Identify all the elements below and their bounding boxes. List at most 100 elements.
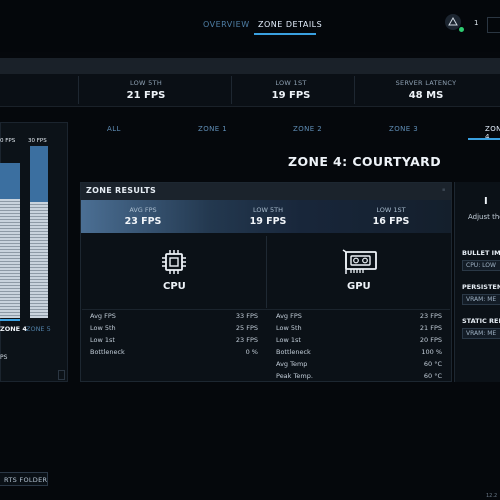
metric-label: Bottleneck [90,348,125,356]
warning-triangle-icon [448,16,458,26]
cpu-metric-row: Low 5th 25 FPS [90,324,258,335]
metric-label: Low 1st [90,336,115,344]
open-reports-folder-button[interactable] [0,472,48,486]
zone-results-title: ZONE RESULTS [86,186,157,195]
metric-label: Low 1st [276,336,301,344]
gpu-label: GPU [347,281,371,292]
online-status-dot [459,27,464,32]
fps-legend: PS [0,354,8,361]
zone-4-bar-cap [0,163,20,199]
stat-value: 21 FPS [126,90,166,101]
hardware-divider [266,236,267,308]
metric-value: 20 FPS [419,336,442,344]
stat-value: 19 FPS [271,90,311,101]
stat-value: 48 MS [408,90,444,101]
metric-label: Avg FPS [90,312,116,320]
zone-tab-3[interactable]: ZONE 3 [389,125,419,133]
gpu-metric-row: Peak Temp. 60 °C [276,372,442,383]
column-header: 0 FPS [0,138,16,144]
zone-5-label[interactable]: ZONE 5 [26,325,51,333]
metrics-divider [82,309,450,310]
settings-heading: I [484,196,488,207]
gpu-metric-row: Bottleneck 100 % [276,348,442,359]
settings-subtext: Adjust the [468,213,500,221]
setting-label: STATIC REF [462,317,500,325]
metric-value: 21 FPS [419,324,442,332]
menu-button[interactable] [487,17,500,33]
zone-tab-all[interactable]: ALL [107,125,121,133]
gpu-metric-row: Avg FPS 23 FPS [276,312,442,323]
top-nav [0,0,500,52]
zone-tab-2[interactable]: ZONE 2 [293,125,323,133]
metric-label: Low 5th [276,324,302,332]
stat-low-1st: LOW 1ST 19 FPS [231,79,351,101]
stat-divider [231,76,232,104]
active-tab-indicator [254,33,316,35]
gpu-card-icon [342,249,377,274]
metric-label: Bottleneck [276,348,311,356]
zone-title: ZONE 4: COURTYARD [288,154,441,169]
cpu-metric-row: Avg FPS 33 FPS [90,312,258,323]
tab-zone-details[interactable]: ZONE DETAILS [258,20,323,29]
metric-label: Avg FPS [276,312,302,320]
avg-fps: AVG FPS 23 FPS [83,206,203,227]
setting-label: PERSISTEN [462,283,500,291]
cpu-metric-row: Low 1st 23 FPS [90,336,258,347]
notification-count: 1 [474,19,479,27]
column-header: 30 FPS [28,138,47,144]
stat-server-latency: SERVER LATENCY 48 MS [366,79,486,101]
settings-impact-panel [454,182,500,382]
profile-icon[interactable] [445,14,461,30]
zone-tab-indicator [468,138,500,140]
metric-value: 33 FPS [235,312,258,320]
metric-label: Peak Temp. [276,372,313,380]
metric-value: 23 FPS [419,312,442,320]
zone-4-label[interactable]: ZONE 4 [0,325,27,333]
folder-button-label: RTS FOLDER [4,476,48,484]
metric-value: 60 °C [423,372,442,380]
fps-value: 19 FPS [249,216,287,227]
setting-value[interactable]: VRAM: ME [462,294,500,305]
cpu-label: CPU [163,281,186,292]
metric-label: Avg Temp [276,360,308,368]
setting-value[interactable]: CPU: LOW [462,260,500,271]
zone-5-bar [30,202,48,318]
zone-title-name: COURTYARD [352,154,441,169]
tab-overview[interactable]: OVERVIEW [203,20,250,29]
fps-label: LOW 5TH [253,206,283,214]
stat-row [0,74,500,107]
zone-title-prefix: ZONE 4: [288,154,348,169]
metric-label: Low 5th [90,324,116,332]
zone-4-bar [0,199,20,318]
low-5th-fps: LOW 5TH 19 FPS [208,206,328,227]
selected-zone-indicator [0,319,20,321]
cpu-chip-icon [162,250,186,274]
setting-label: BULLET IM [462,249,500,257]
zone-tab-4[interactable]: ZONE 4 [485,125,500,141]
low-1st-fps: LOW 1ST 16 FPS [331,206,451,227]
stat-divider [354,76,355,104]
scroll-handle[interactable] [58,370,65,380]
zone-5-bar-cap [30,146,48,202]
setting-value[interactable]: VRAM: ME [462,328,500,339]
cpu-metric-row: Bottleneck 0 % [90,348,258,359]
stat-label: SERVER LATENCY [395,79,457,87]
zone-results-header [81,183,451,200]
metric-value: 60 °C [423,360,442,368]
metric-value: 23 FPS [235,336,258,344]
gpu-metric-row: Low 1st 20 FPS [276,336,442,347]
fps-label: LOW 1ST [376,206,406,214]
version-label: 12.2 [486,493,498,499]
fps-label: AVG FPS [129,206,157,214]
fps-summary-band [81,200,451,233]
stat-label: LOW 5TH [129,79,163,87]
stat-divider [78,76,79,104]
metric-value: 25 FPS [235,324,258,332]
gpu-metric-row: Avg Temp 60 °C [276,360,442,371]
stat-label: LOW 1ST [275,79,307,87]
fps-value: 16 FPS [372,216,410,227]
stat-low-5th: LOW 5TH 21 FPS [86,79,206,101]
metric-value: 0 % [245,348,258,356]
zone-tab-1[interactable]: ZONE 1 [198,125,228,133]
fps-value: 23 FPS [124,216,162,227]
